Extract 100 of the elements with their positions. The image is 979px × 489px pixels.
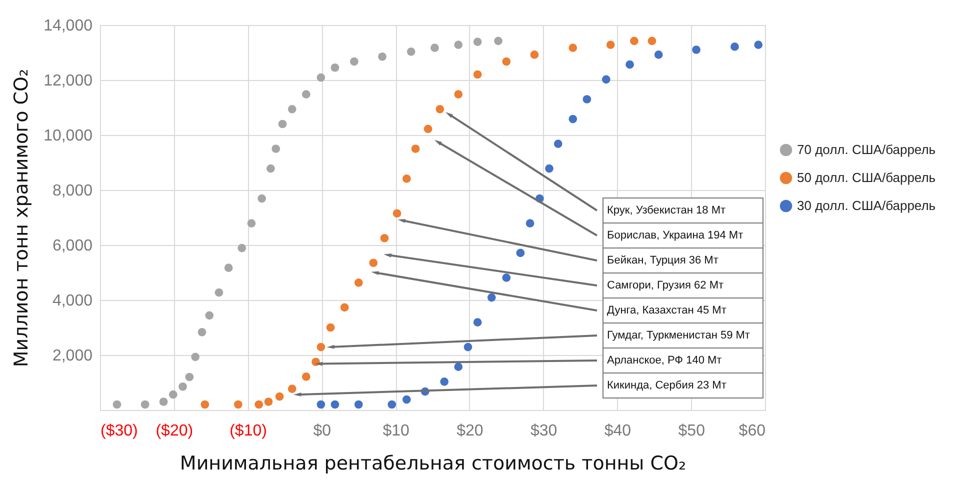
point bbox=[254, 400, 264, 409]
x-tick-label: $20 bbox=[456, 422, 484, 440]
point bbox=[454, 40, 463, 49]
point bbox=[185, 372, 194, 382]
x-tick-label: $50 bbox=[678, 422, 706, 440]
x-tick-label: $10 bbox=[382, 422, 410, 440]
point bbox=[191, 352, 200, 362]
y-tick-label: 6,000 bbox=[52, 238, 93, 254]
point bbox=[582, 95, 592, 104]
point bbox=[354, 278, 363, 287]
point bbox=[264, 398, 273, 406]
point bbox=[436, 104, 444, 114]
point bbox=[198, 328, 206, 336]
point bbox=[554, 140, 562, 148]
y-tick-label: 10,000 bbox=[44, 128, 93, 144]
point bbox=[178, 382, 187, 391]
point bbox=[316, 342, 326, 352]
point bbox=[380, 234, 389, 242]
point bbox=[454, 362, 463, 371]
point bbox=[454, 90, 463, 98]
point bbox=[464, 342, 472, 352]
point bbox=[378, 52, 386, 61]
point bbox=[568, 44, 578, 52]
point bbox=[205, 311, 214, 320]
y-tick-label: 14,000 bbox=[44, 18, 93, 34]
x-tick-label: $60 bbox=[738, 422, 766, 440]
point bbox=[494, 36, 502, 46]
annotation: Борислав, Украина 194 Мт bbox=[607, 230, 744, 242]
annotation: Гумдаг, Туркменистан 59 Мт bbox=[607, 330, 750, 342]
point bbox=[330, 63, 340, 72]
x-tick-label: $40 bbox=[604, 422, 632, 440]
point bbox=[224, 264, 233, 272]
point bbox=[392, 209, 402, 218]
x-tick-label: ($10) bbox=[230, 422, 267, 440]
point bbox=[234, 400, 242, 409]
point bbox=[316, 73, 326, 82]
point bbox=[502, 274, 511, 282]
legend-label: 70 долл. США/баррель bbox=[797, 142, 936, 157]
point bbox=[288, 104, 296, 114]
point bbox=[648, 36, 656, 46]
point bbox=[424, 124, 432, 134]
point bbox=[354, 400, 363, 409]
point bbox=[302, 90, 310, 98]
point bbox=[140, 400, 150, 409]
annotation: Самгори, Грузия 62 Мт bbox=[607, 280, 724, 292]
point bbox=[168, 390, 178, 399]
point bbox=[247, 219, 256, 228]
legend-label: 30 долл. США/баррель bbox=[797, 198, 936, 213]
y-tick-label: 4,000 bbox=[52, 292, 93, 310]
point bbox=[214, 288, 224, 297]
point bbox=[473, 318, 482, 326]
y-axis-title: Миллион тонн хранимого CO₂ bbox=[10, 68, 33, 368]
point bbox=[730, 42, 739, 51]
point bbox=[487, 293, 496, 302]
point bbox=[602, 75, 610, 84]
point bbox=[402, 395, 411, 404]
point bbox=[630, 36, 638, 46]
point bbox=[440, 378, 449, 386]
point bbox=[238, 244, 246, 252]
point bbox=[430, 44, 439, 52]
y-tick-label: 12,000 bbox=[44, 72, 93, 90]
point bbox=[692, 46, 700, 54]
point bbox=[406, 48, 416, 56]
point bbox=[288, 384, 296, 393]
point bbox=[654, 50, 663, 59]
point bbox=[606, 40, 615, 49]
point bbox=[411, 144, 420, 153]
point bbox=[340, 303, 349, 312]
legend-label: 50 долл. США/баррель bbox=[797, 170, 936, 185]
point bbox=[516, 248, 525, 258]
point bbox=[330, 400, 340, 409]
point bbox=[530, 50, 539, 59]
point bbox=[278, 120, 287, 128]
point bbox=[266, 164, 275, 173]
x-axis-title: Минимальная рентабельная стоимость тонны CO₂ bbox=[180, 452, 686, 474]
point bbox=[350, 57, 358, 66]
point bbox=[316, 400, 326, 409]
point bbox=[159, 398, 168, 406]
annotation: Арланское, РФ 140 Мт bbox=[607, 354, 722, 366]
annotation: Бейкан, Турция 36 Мт bbox=[607, 254, 718, 266]
x-tick-label: $30 bbox=[530, 422, 558, 440]
point bbox=[369, 258, 378, 268]
point bbox=[200, 400, 210, 409]
point bbox=[258, 194, 266, 203]
point bbox=[473, 38, 482, 46]
point bbox=[754, 40, 763, 49]
point bbox=[473, 70, 482, 79]
point bbox=[275, 392, 284, 401]
annotation: Крук, Узбекистан 18 Мт bbox=[607, 204, 726, 216]
point bbox=[302, 372, 310, 381]
point bbox=[545, 164, 554, 173]
y-tick-label: 2,000 bbox=[52, 348, 93, 364]
point bbox=[502, 57, 511, 66]
point bbox=[402, 174, 411, 183]
y-tick-label: 8,000 bbox=[52, 182, 93, 200]
annotation: Дунга, Казахстан 45 Мт bbox=[607, 304, 726, 316]
x-tick-label: $0 bbox=[313, 422, 332, 440]
point bbox=[526, 219, 534, 228]
point bbox=[112, 400, 122, 409]
point bbox=[568, 114, 578, 124]
